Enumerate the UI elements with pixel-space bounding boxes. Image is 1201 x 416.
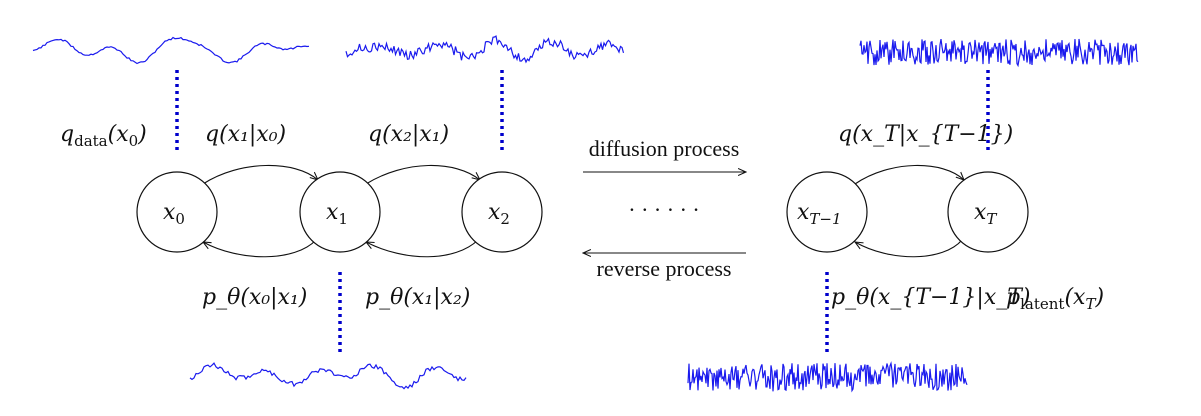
edge-forward-xT1-xT <box>854 164 964 185</box>
node-x1: x1 <box>299 171 381 253</box>
label-q-x2-x1: q(x₂|x₁) <box>368 122 449 147</box>
label-q-x1-x0: q(x₁|x₀) <box>205 122 286 147</box>
signal-wave-x0 <box>32 36 310 65</box>
node-x2: x2 <box>461 171 543 253</box>
node-x0: x0 <box>136 171 218 253</box>
signal-wave-x2 <box>345 35 625 64</box>
ellipsis: · · · · · · <box>628 197 699 222</box>
edge-reverse-x1-x0 <box>203 239 317 258</box>
label-p-x0-x1: p_θ(x₀|x₁) <box>202 285 307 310</box>
label-p-x1-x2: p_θ(x₁|x₂) <box>365 285 470 310</box>
edge-reverse-x2-x1 <box>366 239 479 258</box>
diffusion-process-label: diffusion process <box>589 136 740 161</box>
reverse-process-label: reverse process <box>597 256 732 281</box>
edge-forward-x0-x1 <box>202 164 318 185</box>
signal-wave-xT1 <box>687 361 968 393</box>
signal-wave-xT <box>859 38 1139 68</box>
node-xT: xT <box>947 171 1029 253</box>
svg-text:x2: x2 <box>488 200 510 228</box>
svg-text:xT: xT <box>974 200 997 228</box>
edge-reverse-xT-xT1 <box>855 239 963 258</box>
label-p-latent: platent(xT) <box>1006 285 1104 313</box>
label-q-xT-xT1: q(x_T|x_{T−1}) <box>838 122 1013 147</box>
signal-wave-x1 <box>189 362 467 390</box>
label-q-data: qdata(x0) <box>60 122 147 150</box>
label-p-xT1-xT: p_θ(x_{T−1}|x_T) <box>831 285 1031 310</box>
svg-text:x0: x0 <box>163 200 185 228</box>
node-xT1: xT−1 <box>786 171 868 253</box>
edge-forward-x1-x2 <box>365 164 480 185</box>
svg-text:x1: x1 <box>326 200 348 228</box>
svg-text:xT−1: xT−1 <box>797 200 842 228</box>
